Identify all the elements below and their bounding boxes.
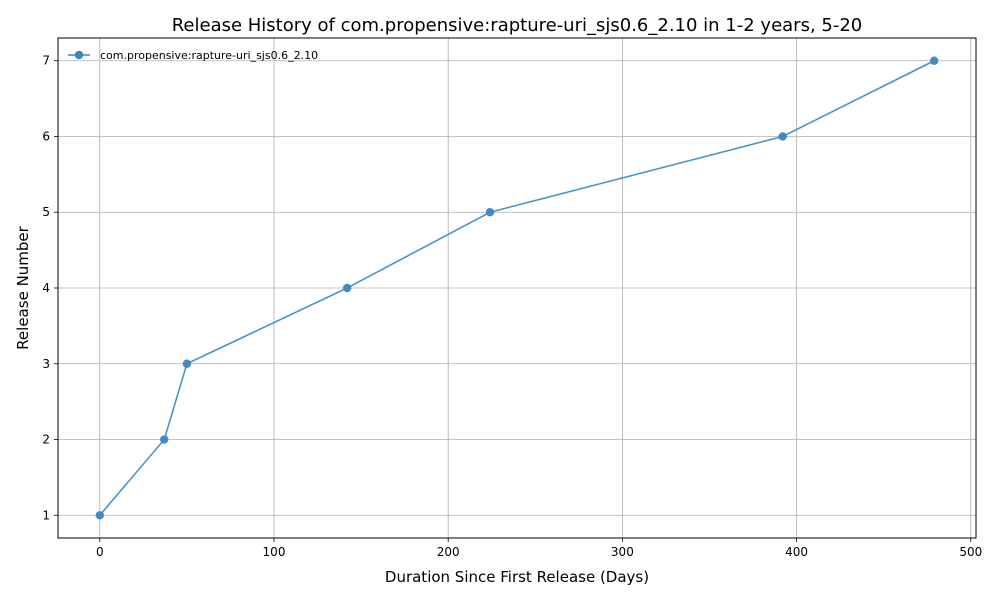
- x-tick-label: 200: [437, 545, 460, 559]
- y-tick-label: 3: [42, 357, 50, 371]
- y-axis-ticks: 1 2 3 4 5 6 7: [42, 54, 58, 522]
- plot-frame: [57, 37, 977, 539]
- legend: com.propensive:rapture-uri_sjs0.6_2.10: [68, 49, 318, 62]
- x-axis-ticks: 0 100 200 300 400 500: [96, 538, 982, 559]
- data-point: [95, 511, 105, 520]
- legend-marker: [74, 50, 84, 60]
- series-layer: [95, 56, 939, 520]
- x-tick-label: 100: [263, 545, 286, 559]
- x-tick-label: 300: [611, 545, 634, 559]
- y-tick-label: 4: [42, 281, 50, 295]
- x-tick-label: 400: [785, 545, 808, 559]
- chart-title: Release History of com.propensive:raptur…: [172, 15, 863, 36]
- y-tick-label: 2: [42, 433, 50, 447]
- data-point: [160, 435, 169, 444]
- data-point: [929, 56, 939, 65]
- y-tick-label: 6: [42, 129, 50, 143]
- data-point: [342, 283, 352, 293]
- y-tick-label: 7: [42, 54, 50, 68]
- x-tick-label: 0: [96, 545, 104, 559]
- grid-lines: [58, 38, 976, 538]
- y-axis-label: Release Number: [14, 225, 32, 349]
- x-tick-label: 500: [959, 545, 982, 559]
- y-tick-label: 1: [42, 508, 50, 522]
- data-point: [182, 359, 192, 368]
- y-tick-label: 5: [42, 205, 50, 219]
- data-point: [778, 132, 787, 141]
- data-point: [485, 208, 495, 217]
- x-axis-label: Duration Since First Release (Days): [385, 568, 649, 586]
- legend-label: com.propensive:rapture-uri_sjs0.6_2.10: [100, 49, 318, 62]
